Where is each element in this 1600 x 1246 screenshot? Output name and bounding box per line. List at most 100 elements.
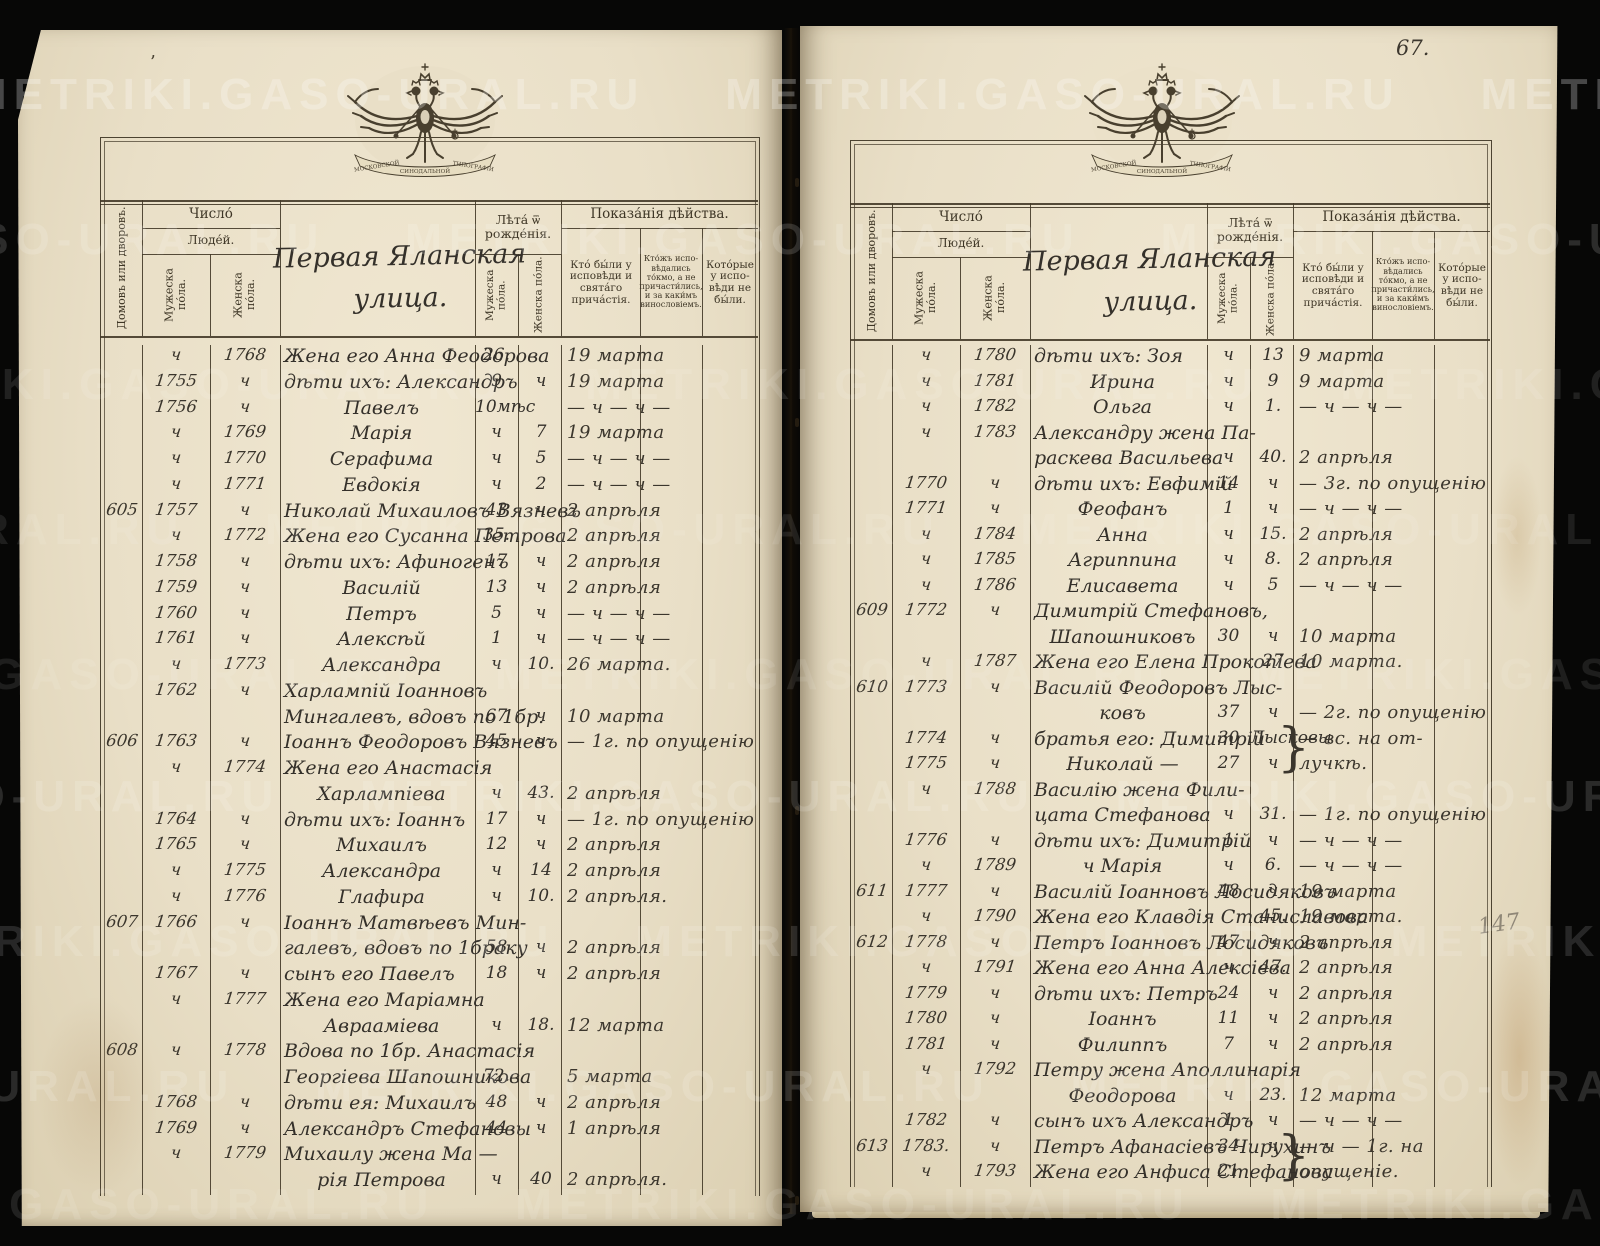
cell-age-female: ч (535, 370, 547, 391)
register-row: ч 1774 Жена его Анастасія (100, 757, 758, 783)
cell-male-record-number: 1755 (153, 370, 199, 390)
cell-age-male: ч (1223, 1084, 1234, 1105)
register-row: Харлампіева ч 43. 2 апрѣля (100, 783, 758, 809)
table-frame (100, 137, 760, 1196)
left-page: МОСКОВСКОЙ СИНОДАЛЬНОЙ ТИПОГРАФІИ ’ Домо… (18, 30, 782, 1226)
grid-line (280, 345, 281, 1195)
cell-female-record-number: 1785 (972, 549, 1018, 568)
grid-line (702, 345, 703, 1195)
cell-action: — 2г. по опущенію (1299, 702, 1487, 723)
grid-line (1372, 231, 1373, 339)
grid-line (142, 228, 280, 229)
register-rows: ч 1780 дѣти ихъ: Зоя ч 13 9 марта ч 1781 Ирина ч 9… (850, 345, 1490, 1187)
street-name-heading: Первая Яланская улица. (1022, 241, 1277, 318)
cell-female-record-number: ч (988, 498, 1002, 517)
cell-action: 2 апрѣля (1299, 523, 1394, 545)
cell-age-female: ч (535, 602, 547, 623)
cell-age-male: 1 (1223, 1110, 1234, 1130)
cell-age-female: 27 (1262, 651, 1284, 671)
cell-action: — ч — ч — (1299, 396, 1403, 417)
cell-name: Василій Феодоровъ Лыс- (1034, 676, 1283, 699)
cell-name: Алексѣй (337, 628, 426, 651)
cell-male-record-number: ч (919, 523, 933, 543)
cell-name: рія Петрова (317, 1169, 446, 1191)
cell-male-record-number: 1773 (903, 676, 949, 696)
cell-name: Марія (350, 422, 413, 445)
cell-male-record-number: 1760 (153, 602, 199, 622)
cell-female-record-number: ч (988, 1033, 1002, 1053)
cell-female-record-number: 1783 (972, 421, 1018, 441)
cell-male-record-number: ч (169, 757, 183, 776)
cell-action: — ч — ч — (1299, 829, 1403, 851)
brace-mark: } (1277, 717, 1311, 778)
cell-age-female: 31. (1259, 804, 1287, 824)
register-row: ч 1779 Михаилу жена Ма — (100, 1143, 758, 1169)
cell-action: — ч — ч — (1299, 498, 1403, 519)
cell-age-female: ч (535, 1117, 547, 1138)
register-row: ч 1784 Анна ч 15. 2 апрѣля (850, 524, 1490, 550)
register-row: 1771 ч Феофанъ 1 ч — ч — ч — (850, 498, 1490, 524)
cell-action: 9 марта (1299, 345, 1385, 366)
cell-male-record-number: ч (169, 1143, 183, 1163)
cell-age-male: ч (1223, 345, 1234, 365)
register-row: 1755 ч дѣти ихъ: Александръ 9 ч 19 марта (100, 371, 758, 397)
register-row: ч 1782 Ольга ч 1. — ч — ч — (850, 396, 1490, 422)
cell-name: Анна (1097, 523, 1148, 546)
cell-male-record-number: ч (919, 957, 933, 976)
cell-age-female: 47. (1259, 957, 1287, 977)
register-row: раскева Васильева ч 40. 2 апрѣля (850, 447, 1490, 473)
cell-name: Агриппина (1068, 549, 1177, 571)
cell-female-record-number: 1784 (972, 523, 1018, 543)
cell-female-record-number: ч (238, 808, 252, 828)
cell-male-record-number: 1766 (153, 911, 199, 931)
cell-action: 10 марта. (1299, 651, 1403, 672)
page-number: 67. (1396, 36, 1430, 60)
grid-line (1434, 231, 1435, 339)
register-row: ч 1791 Жена его Анна Алексіева ч 47. 2 апрѣля (850, 957, 1490, 983)
grid-line (640, 228, 641, 336)
grid-line (475, 200, 476, 336)
cell-age-female: 5 (1267, 574, 1279, 595)
col-header-houses: Домовъ или дворовъ. (864, 209, 878, 333)
grid-line (1293, 203, 1294, 339)
cell-age-male: 17 (485, 551, 508, 571)
cell-action: 19 марта (567, 422, 665, 444)
grid-line (892, 345, 893, 1187)
cell-action: 2 апрѣля (567, 937, 662, 959)
cell-female-record-number: ч (238, 602, 252, 622)
register-row: рія Петрова ч 40 2 апрѣля. (100, 1169, 758, 1195)
cell-name: Мингалевъ, вдовъ по 1бр. (284, 705, 545, 728)
cell-name: ч Марія (1082, 855, 1163, 877)
register-row: ч 1775 Александра ч 14 2 апрѣля (100, 860, 758, 886)
col-header-confessed-only: Кто́жъ испо­вѣдались то́кмо, а не причас… (639, 253, 703, 310)
cell-action: — ч — ч — (567, 628, 671, 650)
cell-name: Александра (321, 654, 442, 676)
cell-female-record-number: 1776 (222, 885, 268, 905)
cell-age-male: 17 (485, 808, 508, 829)
cell-action: — ч — ч — (1299, 855, 1403, 876)
register-row: 1780 ч Іоаннъ 11 ч 2 апрѣля (850, 1008, 1490, 1034)
cell-age-male: 35. (482, 525, 511, 546)
cell-age-female: ч (535, 499, 547, 520)
register-row: 1762 ч Харлампій Іоанновъ (100, 680, 758, 706)
col-header-absent: Кото́рые у испо­вѣди не бы́ли. (706, 258, 754, 306)
cell-action: 10 марта (567, 705, 665, 727)
col-header-houses: Домовъ или дворовъ. (114, 206, 128, 330)
cell-male-record-number: 1781 (903, 1033, 949, 1053)
register-row: Георгіева Шапошникова 72. 5 марта (100, 1066, 758, 1092)
cell-male-record-number: ч (919, 370, 933, 390)
cell-age-male: ч (1223, 549, 1234, 569)
cell-age-female: ч (535, 937, 547, 958)
header-grid-lines (100, 200, 758, 340)
cell-name: Жена его Анна Алексіева (1034, 957, 1292, 979)
register-row: ч 1785 Агриппина ч 8. 2 апрѣля (850, 549, 1490, 575)
ink-mark: ’ (150, 52, 156, 73)
cell-name: сынъ ихъ Александръ (1034, 1110, 1254, 1132)
cell-female-record-number: ч (988, 982, 1002, 1002)
grid-line (1434, 345, 1435, 1187)
imperial-eagle-crest: МОСКОВСКОЙ СИНОДАЛЬНОЙ ТИПОГРАФІИ (346, 63, 504, 177)
cell-name: Александру жена Па- (1034, 421, 1256, 444)
register-row: ч 1772 Жена его Сусанна Петрова 35. 2 апрѣля (100, 525, 758, 551)
register-row: 1759 ч Василій 13 ч 2 апрѣля (100, 577, 758, 603)
register-row: 1776 ч дѣти ихъ: Димитрій 1 ч — ч — ч — (850, 830, 1490, 856)
